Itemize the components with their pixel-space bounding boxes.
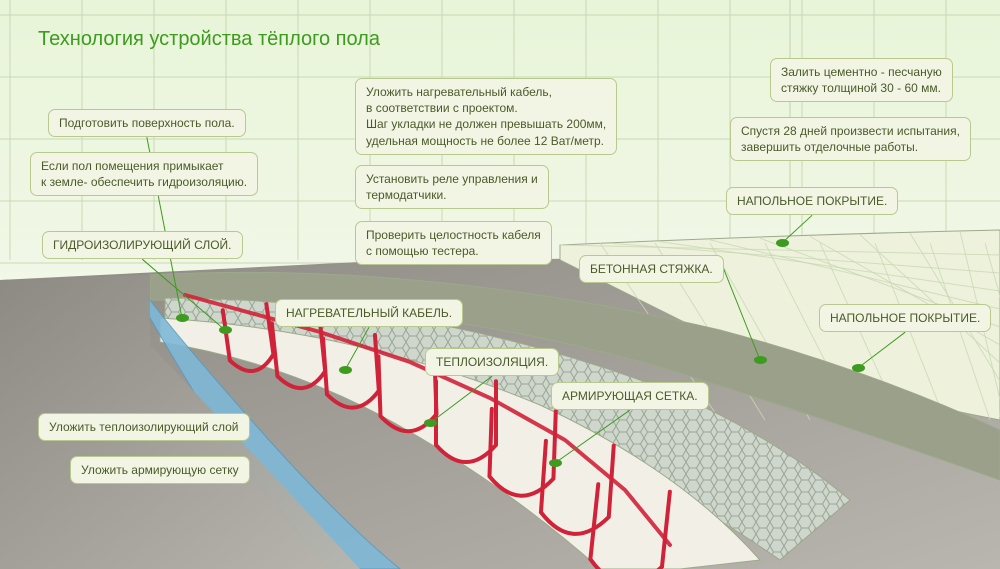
callout-pour: Залить цементно - песчаную стяжку толщин… xyxy=(770,58,953,102)
callout-cover2: НАПОЛЬНОЕ ПОКРЫТИЕ. xyxy=(819,304,991,332)
callout-prep: Подготовить поверхность пола. xyxy=(48,109,246,137)
callout-relay: Установить реле управления и термодатчик… xyxy=(355,165,549,209)
callout-laythm: Уложить теплоизолирующий слой xyxy=(38,413,250,441)
marker-cover1 xyxy=(776,239,789,247)
marker-cableL xyxy=(339,366,352,374)
callout-cableL: НАГРЕВАТЕЛЬНЫЙ КАБЕЛЬ. xyxy=(275,299,463,327)
callout-mesh: АРМИРУЮЩАЯ СЕТКА. xyxy=(551,382,709,410)
callout-laymesh: Уложить армирующую сетку xyxy=(70,456,250,484)
marker-insul xyxy=(424,419,437,427)
marker-prep xyxy=(176,314,189,322)
callout-test: Проверить целостность кабеля с помощью т… xyxy=(355,221,552,265)
marker-screedL xyxy=(754,356,767,364)
callout-cure: Спустя 28 дней произвести испытания, зав… xyxy=(730,117,971,161)
callout-screedL: БЕТОННАЯ СТЯЖКА. xyxy=(579,255,724,283)
callout-insul: ТЕПЛОИЗОЛЯЦИЯ. xyxy=(425,348,559,376)
callout-cover1: НАПОЛЬНОЕ ПОКРЫТИЕ. xyxy=(726,187,898,215)
callout-hydroA: Если пол помещения примыкает к земле- об… xyxy=(30,152,258,196)
callout-hydroB: ГИДРОИЗОЛИРУЮЩИЙ СЛОЙ. xyxy=(42,231,243,259)
diagram-stage: Технология устройства тёплого пола Подго… xyxy=(0,0,1000,569)
marker-hydroB xyxy=(219,326,232,334)
callout-cableT: Уложить нагревательный кабель, в соответ… xyxy=(355,78,617,155)
diagram-title: Технология устройства тёплого пола xyxy=(38,28,380,51)
marker-mesh xyxy=(549,459,562,467)
marker-cover2 xyxy=(852,364,865,372)
